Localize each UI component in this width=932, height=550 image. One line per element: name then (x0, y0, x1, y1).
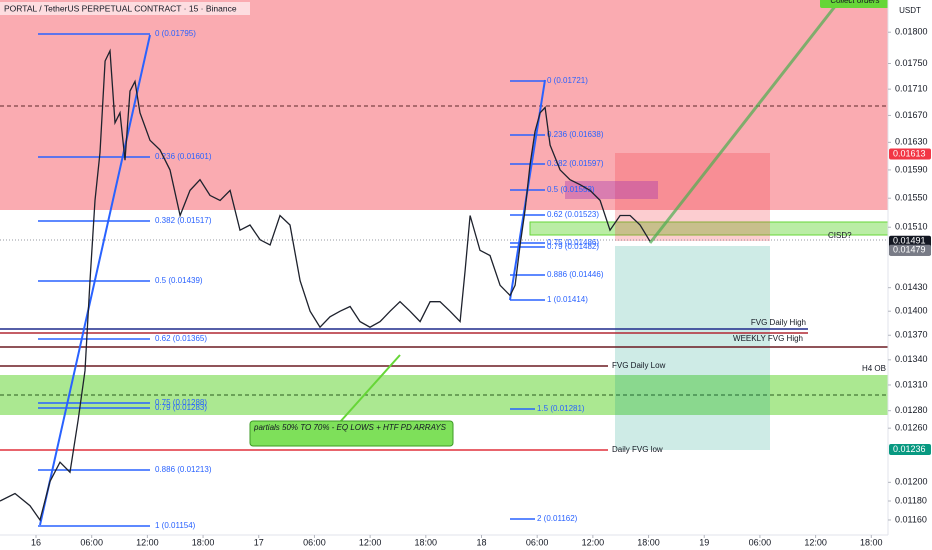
y-tick-label: 0.01310 (895, 379, 928, 389)
annotation: Collect orders (830, 0, 879, 5)
annotation: H4 OB (862, 364, 886, 373)
annotation: 0.75 (0.01288) (155, 398, 207, 407)
y-tick-label: 0.01750 (895, 58, 928, 68)
x-tick-label: 12:00 (136, 537, 159, 547)
title-bg (0, 2, 250, 15)
reward-box (615, 246, 770, 450)
x-tick-label: 18 (476, 537, 486, 547)
annotation: 0.236 (0.01638) (547, 130, 604, 139)
y-tick-label: 0.01400 (895, 306, 928, 316)
annotation: 1.5 (0.01281) (537, 404, 585, 413)
x-tick-label: 18:00 (415, 537, 438, 547)
annotation: 0 (0.01721) (547, 76, 588, 85)
x-tick-label: 06:00 (80, 537, 103, 547)
price-tag (889, 148, 931, 160)
annotation: 0.886 (0.01446) (547, 270, 604, 279)
annotation: 0.75 (0.01486) (547, 238, 599, 247)
supply-zone (0, 0, 888, 210)
price-tag (889, 444, 931, 456)
target-arrow (648, 0, 842, 244)
x-tick-label: 18:00 (860, 537, 883, 547)
annotation: CISD? (828, 231, 852, 240)
callout-pointer (339, 354, 401, 423)
y-tick-label: 0.01670 (895, 110, 928, 120)
y-tick-label: 0.01280 (895, 405, 928, 415)
callout-box (820, 0, 890, 8)
x-tick-label: 06:00 (526, 537, 549, 547)
annotation: 1 (0.01154) (155, 521, 196, 530)
y-tick-label: 0.01630 (895, 137, 928, 147)
annotation: 2 (0.01162) (537, 514, 578, 523)
annotation: 0.62 (0.01365) (155, 334, 207, 343)
annotation: 0.5 (0.01553) (547, 185, 595, 194)
y-tick-label: 0.01550 (895, 193, 928, 203)
annotation: 0.5 (0.01439) (155, 276, 203, 285)
y-tick-label: 0.01200 (895, 477, 928, 487)
annotation: 0 (0.01795) (155, 29, 196, 38)
x-tick-label: 18:00 (192, 537, 215, 547)
x-tick-label: 19 (699, 537, 709, 547)
callout-text: partials 50% TO 70% - EQ LOWS + HTF PD A… (254, 423, 446, 432)
x-tick-label: 12:00 (804, 537, 827, 547)
annotation: 1 (0.01414) (547, 295, 588, 304)
annotation: FVG Daily High (751, 318, 806, 327)
y-tick-label: 0.01710 (895, 84, 928, 94)
y-tick-label: 0.01510 (895, 222, 928, 232)
price-axis (888, 0, 932, 550)
annotation: 0.79 (0.01482) (547, 242, 599, 251)
y-tick-label: 0.01430 (895, 282, 928, 292)
x-tick-label: 06:00 (303, 537, 326, 547)
price-tag-label: 0.01479 (893, 245, 926, 255)
annotation: Daily FVG low (612, 445, 663, 454)
y-tick-label: 0.01180 (895, 495, 927, 505)
annotation: FVG Daily Low (612, 361, 666, 370)
price-tag-label: 0.01236 (893, 444, 926, 454)
chart-title: PORTAL / TetherUS PERPETUAL CONTRACT · 1… (4, 3, 237, 13)
purple-box (565, 181, 658, 199)
x-tick-label: 17 (254, 537, 264, 547)
x-tick-label: 16 (31, 537, 41, 547)
plot: 0 (0.01795) 0.236 (0.01601) 0.382 (0.01517… (0, 0, 886, 530)
annotation: 0.886 (0.01213) (155, 465, 212, 474)
currency: USDT (899, 6, 921, 15)
annotation: WEEKLY FVG High (733, 334, 803, 343)
y-tick-label: 0.01340 (895, 354, 928, 364)
fib-trend (39, 34, 151, 526)
x-tick-label: 12:00 (582, 537, 605, 547)
y-tick-label: 0.01800 (895, 27, 928, 37)
y-tick-label: 0.01590 (895, 164, 928, 174)
price-tag-label: 0.01613 (893, 148, 926, 158)
x-tick-label: 18:00 (637, 537, 660, 547)
callout-label: partials 50% TO 70% - EQ LOWS + HTF PD A… (254, 423, 446, 432)
y-tick-label: 0.01370 (895, 330, 928, 340)
y-tick-label: 0.01260 (895, 423, 928, 433)
x-tick-label: 06:00 (749, 537, 772, 547)
callout-box (249, 420, 454, 447)
annotation: 0.79 (0.01283) (155, 403, 207, 412)
price-line (0, 48, 651, 522)
x-tick-label: 12:00 (359, 537, 382, 547)
y-tick-label: 0.01160 (895, 514, 927, 524)
annotation: 0.236 (0.01601) (155, 152, 212, 161)
axes: 0.01800 0.01750 0.01710 0.01670 0.01630 0.015… (31, 27, 931, 547)
price-tag-label: 0.01491 (893, 236, 926, 246)
annotation: 0.62 (0.01523) (547, 210, 599, 219)
annotation: 0.382 (0.01597) (547, 159, 604, 168)
annotation: 0.382 (0.01517) (155, 216, 212, 225)
price-tag (889, 244, 931, 256)
